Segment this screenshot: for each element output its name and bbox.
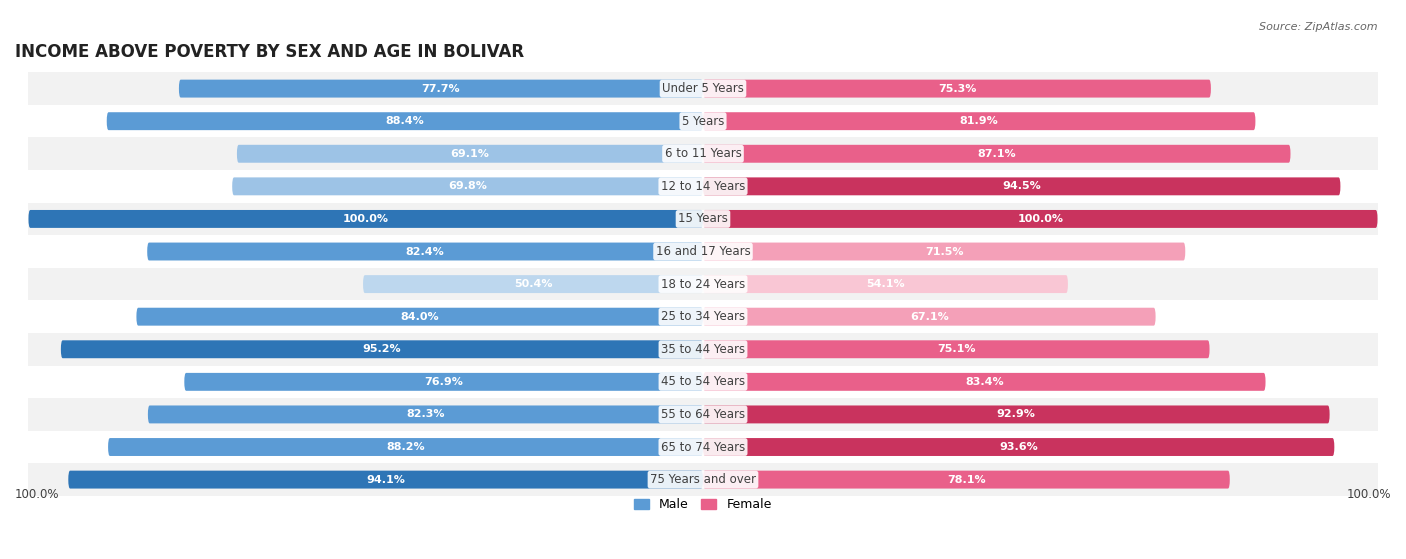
Text: 50.4%: 50.4%	[513, 279, 553, 289]
Text: 100.0%: 100.0%	[1018, 214, 1063, 224]
FancyBboxPatch shape	[232, 177, 703, 195]
FancyBboxPatch shape	[69, 471, 703, 489]
Text: 83.4%: 83.4%	[965, 377, 1004, 387]
FancyBboxPatch shape	[108, 438, 703, 456]
Bar	[28, 366, 1378, 398]
FancyBboxPatch shape	[28, 210, 703, 228]
Bar	[28, 138, 1378, 170]
Bar	[28, 72, 1378, 105]
Text: 55 to 64 Years: 55 to 64 Years	[661, 408, 745, 421]
FancyBboxPatch shape	[179, 79, 703, 98]
Text: 25 to 34 Years: 25 to 34 Years	[661, 310, 745, 323]
FancyBboxPatch shape	[703, 471, 1230, 489]
Bar	[28, 105, 1378, 138]
FancyBboxPatch shape	[703, 79, 1211, 98]
Text: 75.3%: 75.3%	[938, 84, 976, 93]
FancyBboxPatch shape	[703, 405, 1330, 423]
Text: 95.2%: 95.2%	[363, 344, 401, 354]
Text: 77.7%: 77.7%	[422, 84, 460, 93]
Text: 94.1%: 94.1%	[366, 475, 405, 485]
Text: 67.1%: 67.1%	[910, 312, 949, 321]
FancyBboxPatch shape	[703, 210, 1378, 228]
Text: 6 to 11 Years: 6 to 11 Years	[665, 147, 741, 160]
Text: 100.0%: 100.0%	[1347, 488, 1391, 501]
Bar	[28, 398, 1378, 431]
Text: 54.1%: 54.1%	[866, 279, 905, 289]
Text: 94.5%: 94.5%	[1002, 181, 1040, 191]
Text: 84.0%: 84.0%	[401, 312, 439, 321]
Text: 88.2%: 88.2%	[387, 442, 425, 452]
Text: 87.1%: 87.1%	[977, 149, 1017, 159]
Text: 71.5%: 71.5%	[925, 247, 963, 257]
Text: 76.9%: 76.9%	[425, 377, 463, 387]
Text: 92.9%: 92.9%	[997, 409, 1036, 419]
Text: 82.4%: 82.4%	[406, 247, 444, 257]
FancyBboxPatch shape	[703, 275, 1069, 293]
Text: Source: ZipAtlas.com: Source: ZipAtlas.com	[1260, 22, 1378, 32]
FancyBboxPatch shape	[703, 112, 1256, 130]
Text: Under 5 Years: Under 5 Years	[662, 82, 744, 95]
Text: 75 Years and over: 75 Years and over	[650, 473, 756, 486]
Bar	[28, 300, 1378, 333]
FancyBboxPatch shape	[148, 405, 703, 423]
Text: 88.4%: 88.4%	[385, 116, 425, 126]
Bar	[28, 235, 1378, 268]
Text: 100.0%: 100.0%	[15, 488, 59, 501]
Bar	[28, 268, 1378, 300]
FancyBboxPatch shape	[363, 275, 703, 293]
Bar	[28, 431, 1378, 463]
Text: 93.6%: 93.6%	[1000, 442, 1038, 452]
Bar	[28, 170, 1378, 203]
FancyBboxPatch shape	[107, 112, 703, 130]
Text: 5 Years: 5 Years	[682, 115, 724, 127]
Text: 65 to 74 Years: 65 to 74 Years	[661, 440, 745, 453]
Legend: Male, Female: Male, Female	[630, 493, 776, 516]
Text: 69.8%: 69.8%	[449, 181, 486, 191]
Text: INCOME ABOVE POVERTY BY SEX AND AGE IN BOLIVAR: INCOME ABOVE POVERTY BY SEX AND AGE IN B…	[15, 43, 524, 61]
Text: 75.1%: 75.1%	[936, 344, 976, 354]
Text: 81.9%: 81.9%	[960, 116, 998, 126]
FancyBboxPatch shape	[148, 243, 703, 260]
Text: 69.1%: 69.1%	[450, 149, 489, 159]
Bar	[28, 333, 1378, 366]
FancyBboxPatch shape	[703, 373, 1265, 391]
Text: 78.1%: 78.1%	[948, 475, 986, 485]
FancyBboxPatch shape	[703, 340, 1209, 358]
Text: 100.0%: 100.0%	[343, 214, 388, 224]
FancyBboxPatch shape	[703, 145, 1291, 163]
FancyBboxPatch shape	[703, 177, 1340, 195]
Text: 35 to 44 Years: 35 to 44 Years	[661, 343, 745, 356]
FancyBboxPatch shape	[60, 340, 703, 358]
FancyBboxPatch shape	[184, 373, 703, 391]
Text: 15 Years: 15 Years	[678, 212, 728, 225]
Text: 12 to 14 Years: 12 to 14 Years	[661, 180, 745, 193]
FancyBboxPatch shape	[238, 145, 703, 163]
FancyBboxPatch shape	[703, 307, 1156, 326]
Text: 82.3%: 82.3%	[406, 409, 444, 419]
Bar	[28, 463, 1378, 496]
Bar	[28, 203, 1378, 235]
FancyBboxPatch shape	[703, 243, 1185, 260]
Text: 18 to 24 Years: 18 to 24 Years	[661, 278, 745, 291]
Text: 45 to 54 Years: 45 to 54 Years	[661, 375, 745, 389]
Text: 16 and 17 Years: 16 and 17 Years	[655, 245, 751, 258]
FancyBboxPatch shape	[703, 438, 1334, 456]
FancyBboxPatch shape	[136, 307, 703, 326]
